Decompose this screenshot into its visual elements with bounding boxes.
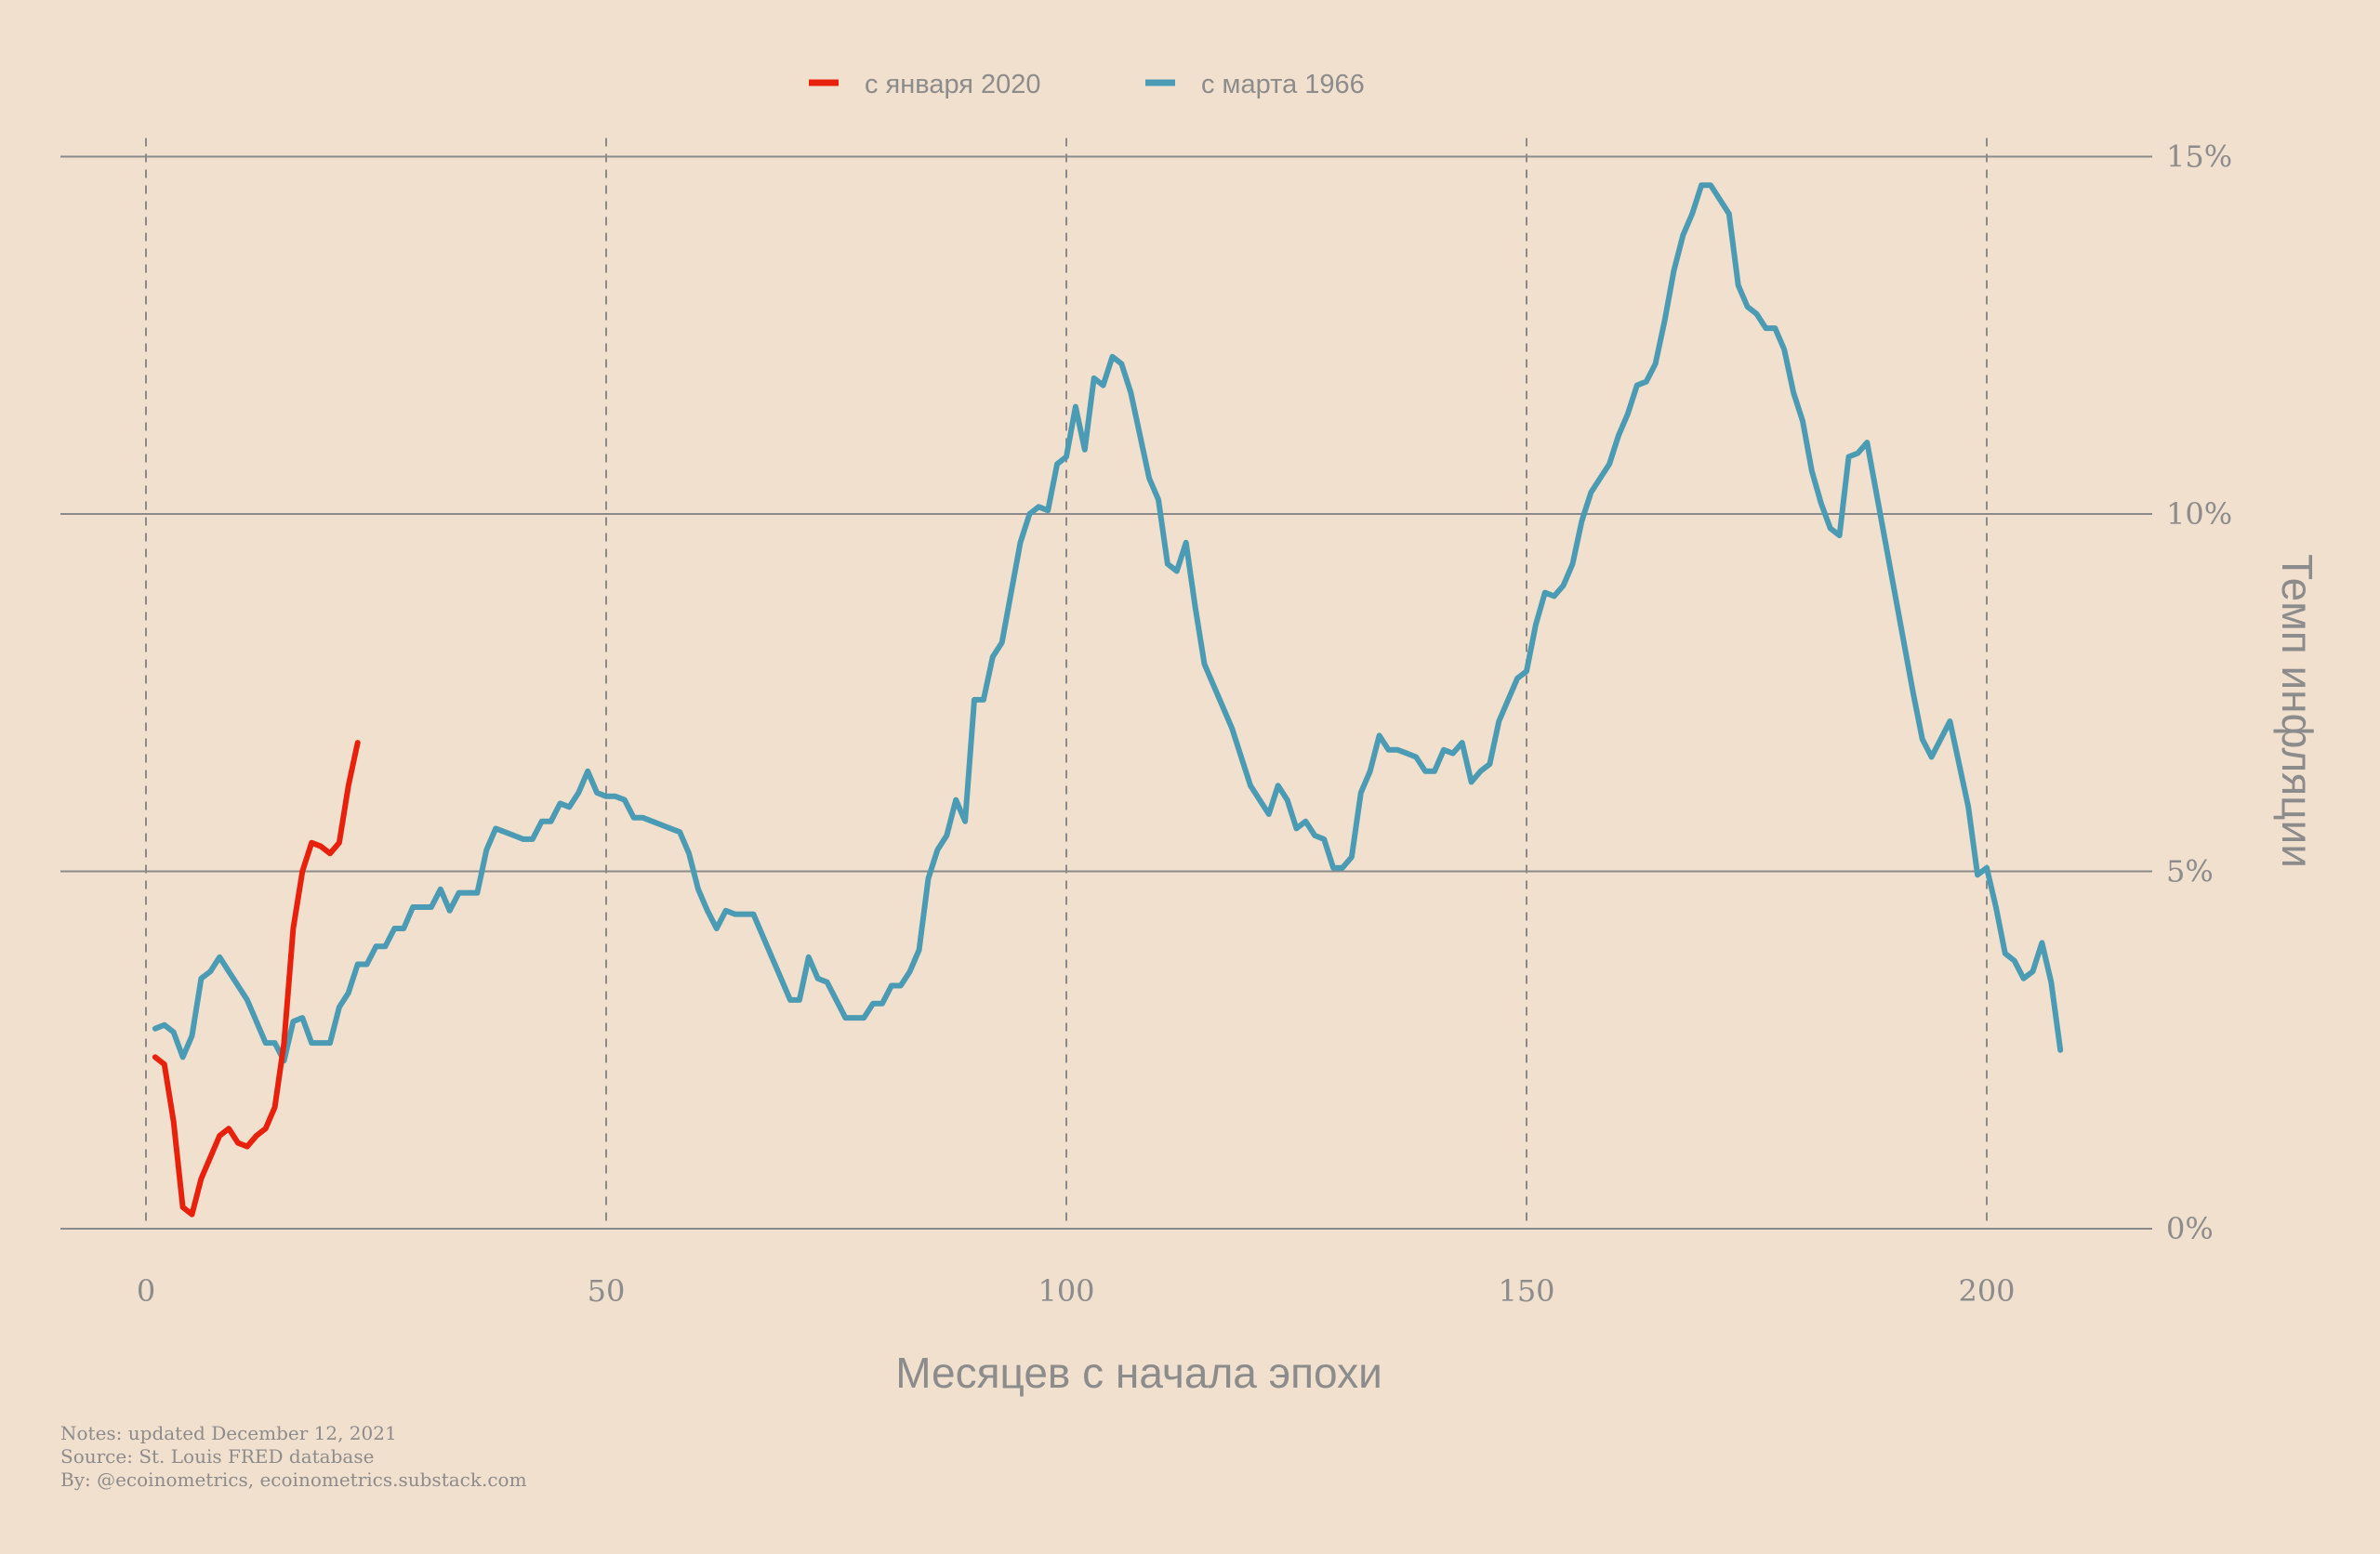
legend: с января 2020 с марта 1966: [809, 70, 1365, 99]
tick-labels: 0 50 100 150 200 0% 5% 10% 15%: [137, 139, 2232, 1310]
legend-label-1966: с марта 1966: [1201, 70, 1365, 99]
x-tick-label: 200: [1958, 1273, 2015, 1309]
x-tick-label: 0: [137, 1273, 155, 1309]
notes-author: By: @ecoinometrics, ecoinometrics.substa…: [60, 1468, 527, 1491]
y-tick-label: 0%: [2166, 1211, 2214, 1246]
y-axis-title: Темп инфляции: [2273, 554, 2321, 868]
y-tick-label: 15%: [2166, 139, 2232, 175]
series-lines: [152, 182, 2064, 1218]
y-tick-label: 10%: [2166, 496, 2232, 532]
x-tick-label: 150: [1498, 1273, 1554, 1309]
chart-notes: Notes: updated December 12, 2021 Source:…: [60, 1422, 527, 1492]
x-tick-label: 50: [588, 1273, 626, 1309]
x-axis-title: Месяцев с начала эпохи: [895, 1349, 1382, 1397]
y-tick-label: 5%: [2166, 854, 2214, 889]
grid: [60, 138, 2152, 1230]
notes-updated: Notes: updated December 12, 2021: [60, 1422, 397, 1444]
series-line-2020: [152, 740, 361, 1218]
x-tick-label: 100: [1038, 1273, 1094, 1309]
series-line-1966: [152, 182, 2064, 1064]
legend-label-2020: с января 2020: [865, 70, 1041, 99]
notes-source: Source: St. Louis FRED database: [60, 1445, 375, 1468]
